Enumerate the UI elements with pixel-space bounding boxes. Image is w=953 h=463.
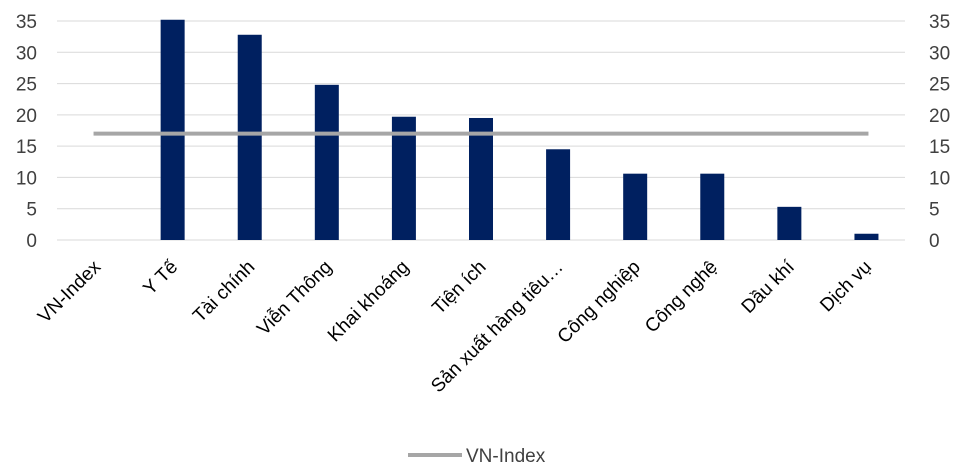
bar	[777, 206, 802, 240]
bar	[391, 116, 416, 240]
category-label: Y Tế	[139, 256, 182, 299]
y-tick-label-right: 35	[929, 12, 950, 33]
bar	[546, 149, 571, 240]
bar	[700, 173, 725, 240]
y-tick-label-right: 20	[929, 106, 950, 127]
y-tick-label-left: 5	[26, 200, 37, 221]
category-label: Công nghiệp	[554, 257, 645, 348]
legend: VN-Index	[408, 446, 546, 463]
category-label: Công nghệ	[641, 257, 722, 338]
y-tick-label-right: 0	[929, 231, 940, 252]
y-tick-label-left: 25	[16, 75, 37, 96]
category-label: Tiện ích	[428, 257, 490, 319]
category-label: Dầu khí	[738, 256, 800, 318]
y-tick-label-left: 15	[16, 137, 37, 158]
y-tick-label-right: 15	[929, 137, 950, 158]
bar-series	[160, 19, 879, 241]
y-tick-label-left: 0	[26, 231, 37, 252]
bar	[160, 19, 185, 241]
category-label: VN-Index	[34, 256, 105, 327]
y-tick-label-right: 10	[929, 168, 950, 189]
y-tick-label-left: 30	[16, 43, 37, 64]
category-label: Viễn Thông	[253, 256, 337, 340]
y-axis-right: 0 5 10 15 20 25 30 35	[929, 12, 950, 252]
bar	[314, 84, 339, 240]
category-label: Sản xuất hàng tiêu…	[427, 257, 567, 397]
y-tick-label-right: 30	[929, 43, 950, 64]
category-label: Dịch vụ	[816, 257, 876, 317]
y-axis-left: 0 5 10 15 20 25 30 35	[16, 12, 37, 252]
y-tick-label-left: 35	[16, 12, 37, 33]
bar	[469, 117, 493, 240]
y-tick-label-left: 20	[16, 106, 37, 127]
bar	[854, 233, 879, 240]
legend-label-vn-index: VN-Index	[466, 446, 546, 463]
y-tick-label-right: 5	[929, 200, 940, 221]
y-tick-label-right: 25	[929, 75, 950, 96]
y-tick-label-left: 10	[16, 168, 37, 189]
bar	[623, 173, 648, 240]
category-label: Tài chính	[189, 257, 259, 327]
bar	[237, 34, 262, 240]
category-label: Khai khoáng	[324, 257, 414, 347]
